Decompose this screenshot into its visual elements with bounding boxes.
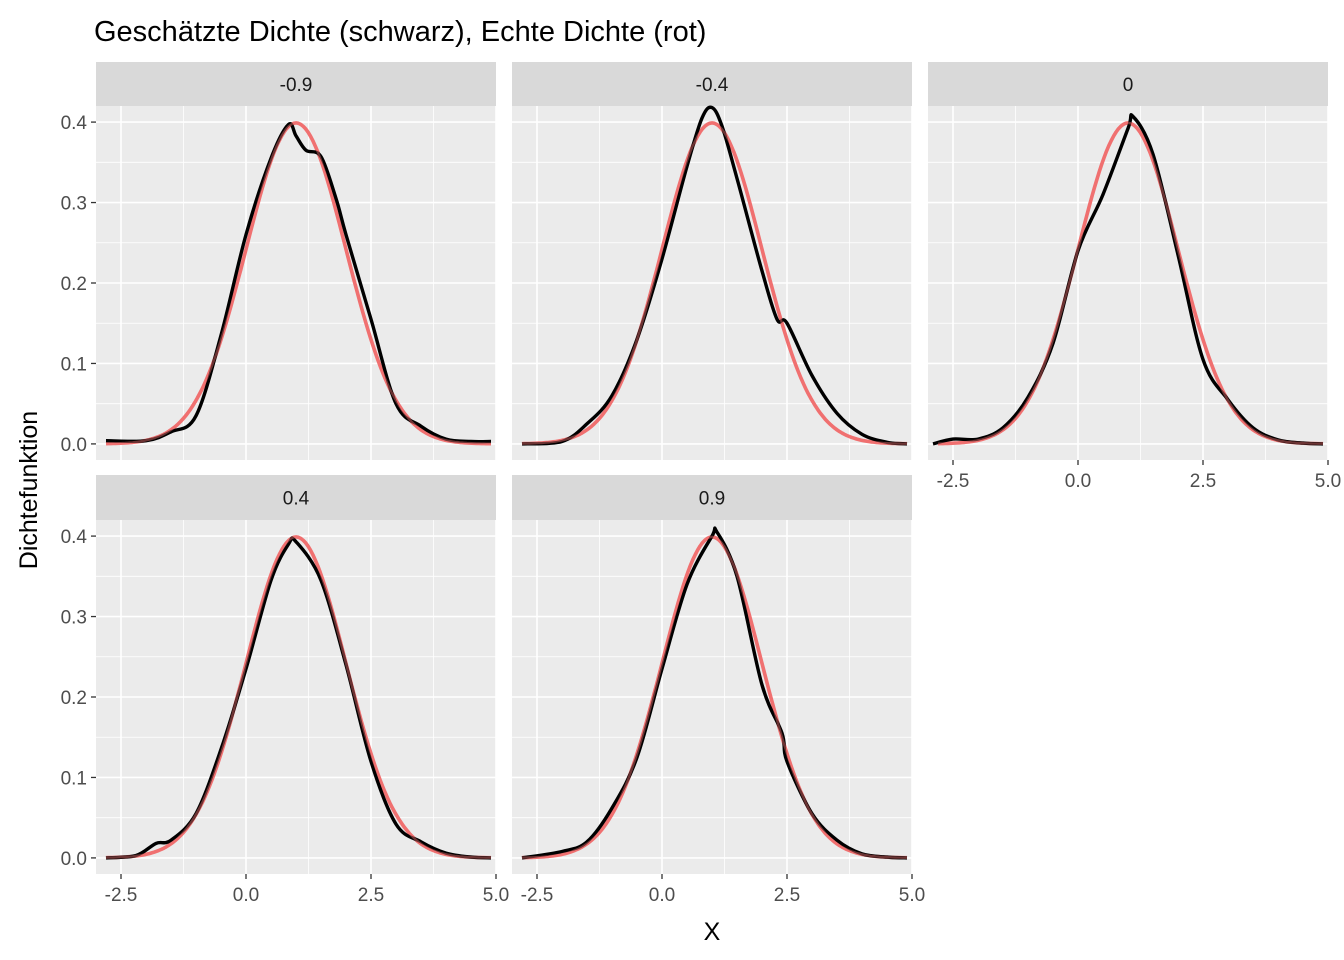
facet-strip (512, 62, 912, 106)
y-tick-label: 0.1 (61, 768, 87, 789)
estimated-density-line (521, 105, 908, 446)
facet-strip (96, 62, 496, 106)
true-density-overlay (521, 535, 907, 859)
x-tick-label: 0.0 (233, 885, 259, 906)
y-tick-label: 0.4 (61, 527, 88, 548)
estimated-density-line (105, 536, 492, 860)
true-density-line (521, 121, 907, 446)
x-tick-label: 2.5 (1190, 471, 1216, 492)
x-tick-label: 5.0 (899, 885, 925, 906)
x-tick-label: 0.0 (649, 885, 675, 906)
y-tick-label: 0.0 (61, 435, 87, 456)
estimated-density-line (105, 122, 492, 444)
facet-label: 0.9 (699, 489, 725, 510)
facet-strip (928, 62, 1328, 106)
true-density-overlay (105, 535, 491, 859)
true-density-overlay (937, 121, 1323, 445)
true-density-line (105, 535, 491, 860)
x-tick-label: 2.5 (358, 885, 384, 906)
x-axis-title: X (704, 918, 721, 946)
estimated-density-line (932, 113, 1324, 446)
facet-label: 0.4 (283, 489, 310, 510)
y-tick-label: 0.1 (61, 354, 87, 375)
facet-panel: -0.9 0.0 0.1 0.2 0.3 0.4 (61, 62, 497, 460)
x-tick-label: 5.0 (1315, 471, 1341, 492)
y-tick-label: 0.0 (61, 849, 87, 870)
facet-panel: 0 -2.5 0.0 2.5 5.0 (928, 62, 1341, 492)
facet-panel: 0.4 0.0 0.1 0.2 0.3 0.4 -2.5 0.0 2.5 5.0 (61, 475, 509, 906)
chart-title: Geschätzte Dichte (schwarz), Echte Dicht… (94, 16, 706, 48)
true-density-overlay (521, 121, 907, 445)
facet-strip (96, 475, 496, 520)
facet-panel: 0.9 -2.5 0.0 2.5 5.0 (512, 475, 925, 906)
true-density-overlay (105, 121, 491, 445)
x-tick-label: -2.5 (105, 885, 138, 906)
x-tick-label: 5.0 (483, 885, 509, 906)
facet-panel: -0.4 (512, 62, 913, 460)
y-tick-label: 0.4 (61, 113, 88, 134)
y-tick-label: 0.3 (61, 194, 87, 215)
facet-strip (512, 475, 912, 520)
facet-label: -0.9 (280, 75, 313, 96)
facet-label: 0 (1123, 75, 1134, 96)
y-tick-label: 0.3 (61, 608, 87, 629)
x-tick-label: -2.5 (521, 885, 554, 906)
x-tick-label: 2.5 (774, 885, 800, 906)
y-tick-label: 0.2 (61, 688, 87, 709)
x-tick-label: 0.0 (1065, 471, 1091, 492)
x-tick-label: -2.5 (937, 471, 970, 492)
estimated-density-line (521, 526, 908, 860)
y-tick-label: 0.2 (61, 274, 87, 295)
y-axis-title: Dichtefunktion (15, 411, 43, 569)
facet-label: -0.4 (696, 75, 729, 96)
facet-panels: -0.90.00.10.20.30.4-0.4 0-2.5 0.0 2.5 5.00.4… (61, 62, 1341, 906)
